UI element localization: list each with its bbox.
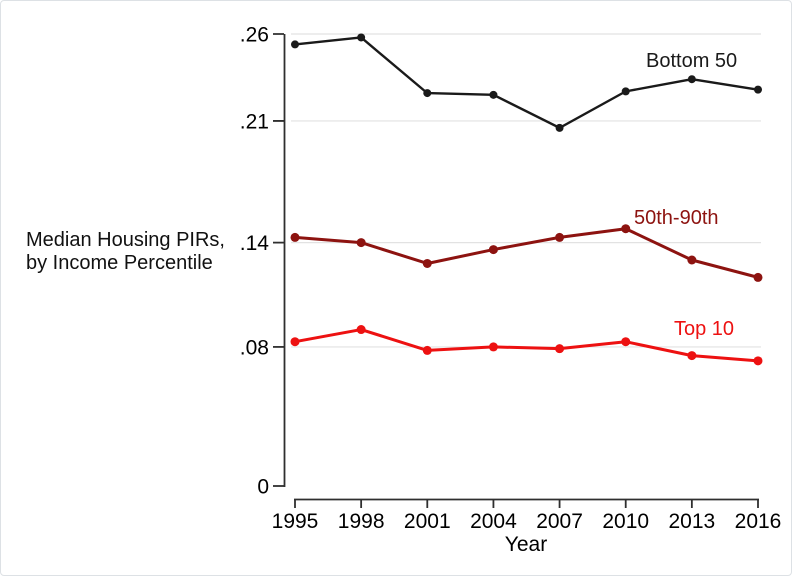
data-point-top-10 xyxy=(687,351,697,361)
data-point-50th-90th xyxy=(290,232,300,242)
data-point-top-10 xyxy=(356,325,366,335)
data-point-top-10 xyxy=(621,337,631,347)
data-point-top-10 xyxy=(290,337,300,347)
x-tick-label: 2010 xyxy=(602,510,649,533)
data-point-50th-90th xyxy=(555,232,565,242)
data-point-bottom-50 xyxy=(754,85,762,94)
data-point-50th-90th xyxy=(621,224,631,234)
series-label-50th-90th: 50th-90th xyxy=(634,207,719,229)
x-tick-label: 2016 xyxy=(735,510,782,533)
y-axis-title-line1: Median Housing PIRs, xyxy=(26,229,225,251)
data-point-top-10 xyxy=(488,342,498,352)
data-point-50th-90th xyxy=(488,245,498,255)
x-axis-title: Year xyxy=(505,533,547,556)
y-tick-label: .26 xyxy=(240,24,269,47)
data-point-50th-90th xyxy=(687,255,697,265)
data-point-top-10 xyxy=(753,356,763,366)
series-line-top-10 xyxy=(293,328,760,363)
data-point-50th-90th xyxy=(422,258,432,268)
series-line-50th-90th xyxy=(293,227,760,279)
y-tick-label: 0 xyxy=(257,476,269,499)
data-point-bottom-50 xyxy=(423,89,432,98)
x-tick-label: 1995 xyxy=(272,510,319,533)
series-label-top-10: Top 10 xyxy=(674,318,734,340)
data-point-bottom-50 xyxy=(291,40,299,49)
data-point-top-10 xyxy=(555,344,565,354)
data-point-bottom-50 xyxy=(555,123,564,132)
data-point-top-10 xyxy=(422,345,432,355)
data-point-bottom-50 xyxy=(357,33,366,42)
y-tick-label: .08 xyxy=(240,336,269,359)
y-axis-title: Median Housing PIRs, by Income Percentil… xyxy=(26,229,225,275)
x-tick-label: 1998 xyxy=(338,510,385,533)
data-point-50th-90th xyxy=(356,238,366,248)
y-tick-label: .14 xyxy=(240,232,270,255)
x-tick-label: 2007 xyxy=(536,510,583,533)
data-point-bottom-50 xyxy=(621,87,630,96)
x-tick-label: 2013 xyxy=(668,510,715,533)
y-axis-title-line2: by Income Percentile xyxy=(26,252,213,274)
y-tick-label: .21 xyxy=(240,110,269,133)
x-tick-label: 2004 xyxy=(470,510,517,533)
series-label-bottom-50: Bottom 50 xyxy=(646,50,737,72)
series-line-bottom-50 xyxy=(293,36,760,130)
data-point-bottom-50 xyxy=(687,75,696,84)
data-point-50th-90th xyxy=(753,272,763,282)
x-tick-label: 2001 xyxy=(404,510,451,533)
data-point-bottom-50 xyxy=(489,90,498,99)
